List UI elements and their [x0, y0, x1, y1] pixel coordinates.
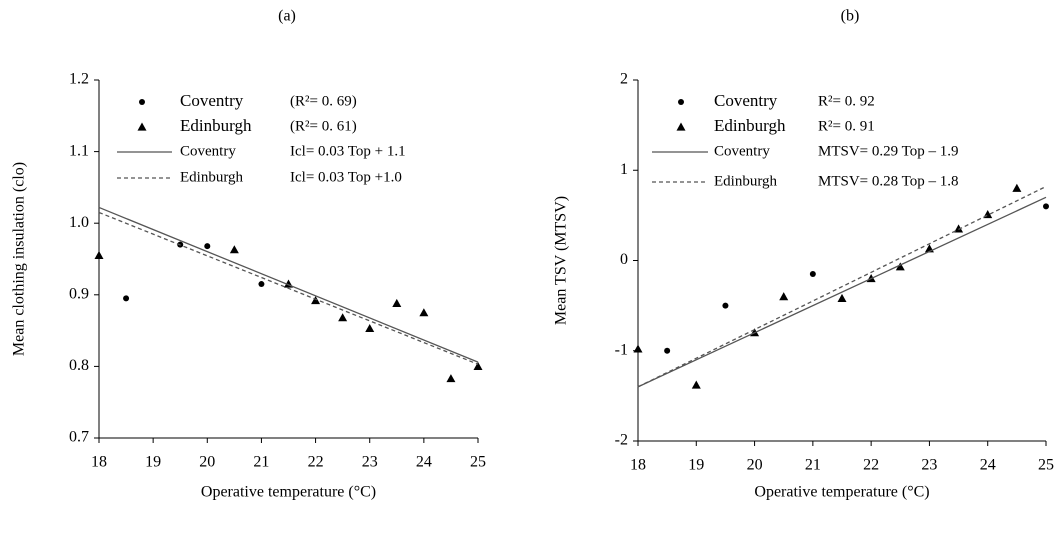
- legend-label: Coventry: [180, 91, 244, 110]
- data-point: [338, 313, 348, 322]
- data-point: [779, 292, 789, 301]
- data-point: [311, 296, 321, 305]
- legend-label: Edinburgh: [714, 173, 778, 189]
- x-tick-label: 22: [863, 457, 879, 474]
- x-tick-label: 25: [470, 454, 486, 471]
- legend-marker: [137, 122, 147, 131]
- data-point: [954, 224, 964, 233]
- x-tick-label: 20: [747, 457, 763, 474]
- data-point: [809, 271, 816, 278]
- data-point: [204, 243, 211, 250]
- y-tick-label: -1: [615, 341, 628, 358]
- legend-label: Edinburgh: [180, 116, 252, 135]
- y-axis-label: Mean TSV (MTSV): [553, 196, 570, 325]
- regression-line: [98, 206, 479, 363]
- data-point: [258, 281, 265, 288]
- data-point: [123, 295, 130, 302]
- legend-annotation: MTSV= 0.28 Top – 1.8: [818, 173, 958, 189]
- x-axis-label: Operative temperature (°C): [754, 484, 929, 501]
- legend-annotation: R²= 0. 91: [818, 118, 875, 134]
- data-point: [392, 298, 402, 307]
- x-tick-label: 18: [91, 454, 107, 471]
- data-point: [1043, 203, 1049, 210]
- y-tick-label: 2: [620, 71, 628, 88]
- y-tick-label: 0.9: [69, 285, 89, 302]
- regression-line: [637, 185, 1047, 388]
- legend-annotation: (R²= 0. 69): [290, 93, 357, 109]
- x-tick-label: 24: [980, 457, 996, 474]
- x-tick-label: 19: [145, 454, 161, 471]
- legend-label: Edinburgh: [180, 169, 244, 185]
- y-tick-label: 0.7: [69, 429, 89, 446]
- chart-title: (a): [278, 8, 296, 25]
- y-tick-label: 1.1: [69, 142, 89, 159]
- y-tick-label: 1.0: [69, 214, 89, 231]
- x-tick-label: 24: [416, 454, 432, 471]
- data-point: [633, 344, 643, 353]
- legend-label: Edinburgh: [714, 116, 786, 135]
- y-tick-label: -2: [615, 432, 628, 449]
- x-tick-label: 23: [362, 454, 378, 471]
- y-tick-label: 0.8: [69, 357, 89, 374]
- regression-line: [637, 196, 1047, 388]
- data-point: [722, 302, 729, 309]
- legend-annotation: Icl= 0.03 Top +1.0: [290, 169, 402, 185]
- legend-annotation: (R²= 0. 61): [290, 118, 357, 134]
- x-tick-label: 19: [688, 457, 704, 474]
- legend-marker: [676, 122, 686, 131]
- y-tick-label: 1: [620, 161, 628, 178]
- data-point: [229, 245, 239, 254]
- data-point: [94, 250, 104, 260]
- x-tick-label: 18: [630, 457, 646, 474]
- x-tick-label: 21: [805, 457, 821, 474]
- data-point: [473, 361, 483, 370]
- legend-label: Coventry: [714, 91, 778, 110]
- legend-marker: [678, 99, 684, 105]
- data-point: [837, 293, 847, 303]
- legend-marker: [139, 99, 145, 105]
- data-point: [664, 347, 671, 354]
- data-point: [691, 380, 701, 389]
- y-tick-label: 1.2: [69, 71, 89, 88]
- legend-annotation: Icl= 0.03 Top + 1.1: [290, 143, 406, 159]
- legend-annotation: MTSV= 0.29 Top – 1.9: [818, 143, 958, 159]
- data-point: [895, 262, 905, 271]
- x-tick-label: 20: [199, 454, 215, 471]
- x-tick-label: 21: [253, 454, 269, 471]
- x-tick-label: 23: [921, 457, 937, 474]
- x-tick-label: 25: [1038, 457, 1054, 474]
- y-tick-label: 0: [620, 251, 628, 268]
- data-point: [419, 308, 429, 317]
- data-point: [446, 374, 456, 383]
- data-point: [365, 323, 375, 333]
- y-axis-label: Mean clothing insulation (clo): [11, 162, 28, 356]
- x-tick-label: 22: [308, 454, 324, 471]
- legend-annotation: R²= 0. 92: [818, 93, 875, 109]
- legend-label: Coventry: [714, 143, 770, 159]
- chart-title: (b): [841, 8, 860, 25]
- data-point: [1012, 183, 1022, 192]
- legend-label: Coventry: [180, 143, 236, 159]
- regression-line: [98, 211, 479, 365]
- x-axis-label: Operative temperature (°C): [201, 484, 376, 501]
